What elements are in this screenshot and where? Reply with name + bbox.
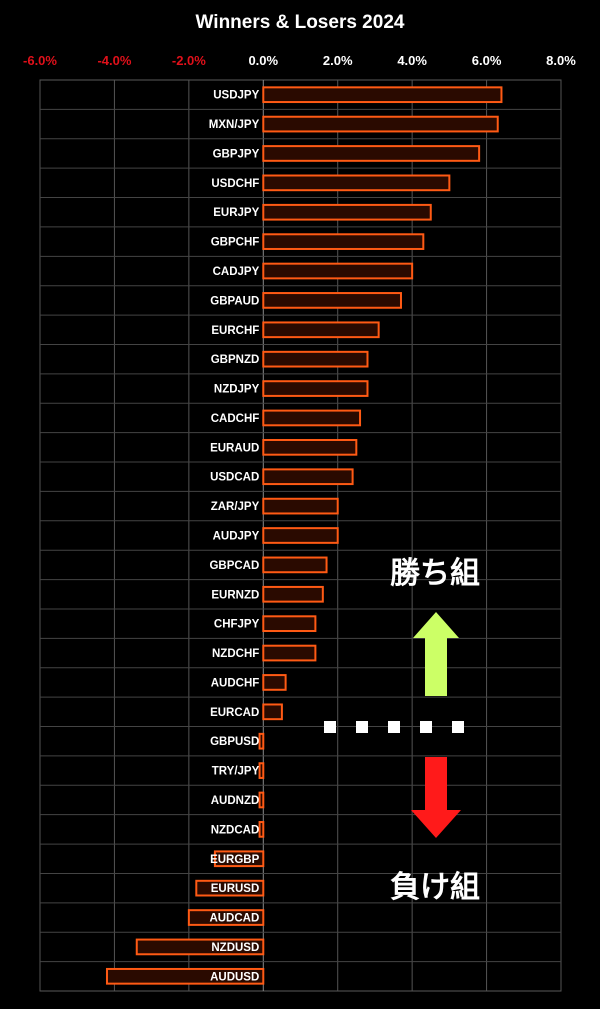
category-label: GBPCAD bbox=[209, 560, 259, 572]
bar bbox=[262, 233, 425, 250]
bar bbox=[262, 86, 503, 104]
bar bbox=[262, 674, 287, 691]
losers-label: 負け組 bbox=[390, 870, 480, 905]
bar bbox=[262, 644, 317, 662]
bar bbox=[262, 527, 339, 544]
category-label: EURJPY bbox=[213, 207, 259, 219]
bar bbox=[187, 909, 265, 926]
bar bbox=[262, 585, 324, 603]
category-label: EURUSD bbox=[211, 883, 260, 895]
category-label: AUDCAD bbox=[209, 913, 259, 925]
x-tick-label: -4.0% bbox=[97, 53, 131, 68]
bar bbox=[262, 703, 283, 721]
x-tick-label: -6.0% bbox=[23, 53, 57, 68]
category-label: USDCAD bbox=[210, 472, 259, 484]
bar bbox=[213, 850, 265, 868]
x-tick-label: -2.0% bbox=[172, 53, 206, 68]
category-label: EURAUD bbox=[210, 442, 259, 454]
category-label: CADCHF bbox=[211, 413, 260, 425]
category-label: GBPJPY bbox=[213, 148, 260, 160]
bars bbox=[105, 86, 503, 985]
bar bbox=[262, 556, 328, 574]
bar bbox=[262, 409, 362, 427]
bar bbox=[258, 762, 265, 779]
category-label: USDJPY bbox=[213, 90, 259, 102]
bar bbox=[262, 292, 402, 309]
bar bbox=[262, 203, 432, 221]
bar bbox=[262, 350, 369, 368]
category-label: USDCHF bbox=[211, 178, 259, 190]
bar bbox=[135, 938, 265, 956]
bar bbox=[262, 497, 339, 515]
divider-dot bbox=[324, 721, 336, 733]
divider-dot bbox=[420, 721, 432, 733]
category-label: GBPCHF bbox=[211, 237, 260, 249]
category-label: AUDNZD bbox=[211, 795, 260, 807]
category-label: MXN/JPY bbox=[209, 119, 260, 131]
bar bbox=[262, 615, 317, 633]
category-label: NZDJPY bbox=[214, 384, 260, 396]
down-arrow-icon bbox=[411, 757, 461, 838]
x-axis-ticks: -6.0% -4.0% -2.0% 0.0% 2.0% 4.0% 6.0% 8.0% bbox=[23, 53, 576, 68]
category-label: NZDCHF bbox=[212, 648, 259, 660]
bar bbox=[262, 115, 499, 133]
x-tick-label: 8.0% bbox=[546, 53, 576, 68]
bar bbox=[195, 879, 265, 897]
divider-dot bbox=[452, 721, 464, 733]
category-label: GBPAUD bbox=[210, 295, 259, 307]
bar bbox=[262, 321, 380, 339]
category-label: AUDUSD bbox=[210, 971, 259, 983]
category-label: GBPNZD bbox=[211, 354, 260, 366]
bar bbox=[258, 821, 265, 838]
winners-label: 勝ち組 bbox=[390, 556, 480, 591]
bar bbox=[258, 732, 265, 750]
divider-dot bbox=[356, 721, 368, 733]
chart-title: Winners & Losers 2024 bbox=[195, 12, 405, 33]
x-tick-label: 6.0% bbox=[472, 53, 502, 68]
bar bbox=[262, 380, 369, 397]
bar bbox=[262, 174, 451, 192]
bar bbox=[258, 791, 265, 809]
category-label: EURCHF bbox=[211, 325, 259, 337]
category-label: EURGBP bbox=[210, 854, 260, 866]
category-label: GBPUSD bbox=[210, 736, 259, 748]
category-label: NZDUSD bbox=[211, 942, 259, 954]
bar bbox=[262, 468, 354, 486]
category-labels: USDJPY MXN/JPY GBPJPY USDCHF EURJPY GBPCHF CAD… bbox=[209, 90, 260, 984]
category-label: AUDCHF bbox=[211, 677, 260, 689]
category-label: ZAR/JPY bbox=[211, 501, 260, 513]
x-tick-label: 4.0% bbox=[397, 53, 427, 68]
up-arrow-icon bbox=[413, 612, 459, 696]
x-tick-label: 2.0% bbox=[323, 53, 353, 68]
category-label: TRY/JPY bbox=[212, 766, 260, 778]
category-label: NZDCAD bbox=[211, 824, 260, 836]
category-label: CADJPY bbox=[213, 266, 260, 278]
category-label: CHFJPY bbox=[214, 619, 260, 631]
category-label: AUDJPY bbox=[213, 531, 260, 543]
annotations bbox=[324, 612, 464, 838]
category-label: EURCAD bbox=[210, 707, 259, 719]
bar bbox=[262, 438, 358, 456]
divider-dot bbox=[388, 721, 400, 733]
bar bbox=[105, 967, 265, 985]
grid-layer bbox=[39, 79, 562, 992]
bar bbox=[262, 262, 414, 280]
category-label: EURNZD bbox=[211, 589, 259, 601]
bar bbox=[262, 145, 481, 162]
x-tick-label: 0.0% bbox=[248, 53, 278, 68]
